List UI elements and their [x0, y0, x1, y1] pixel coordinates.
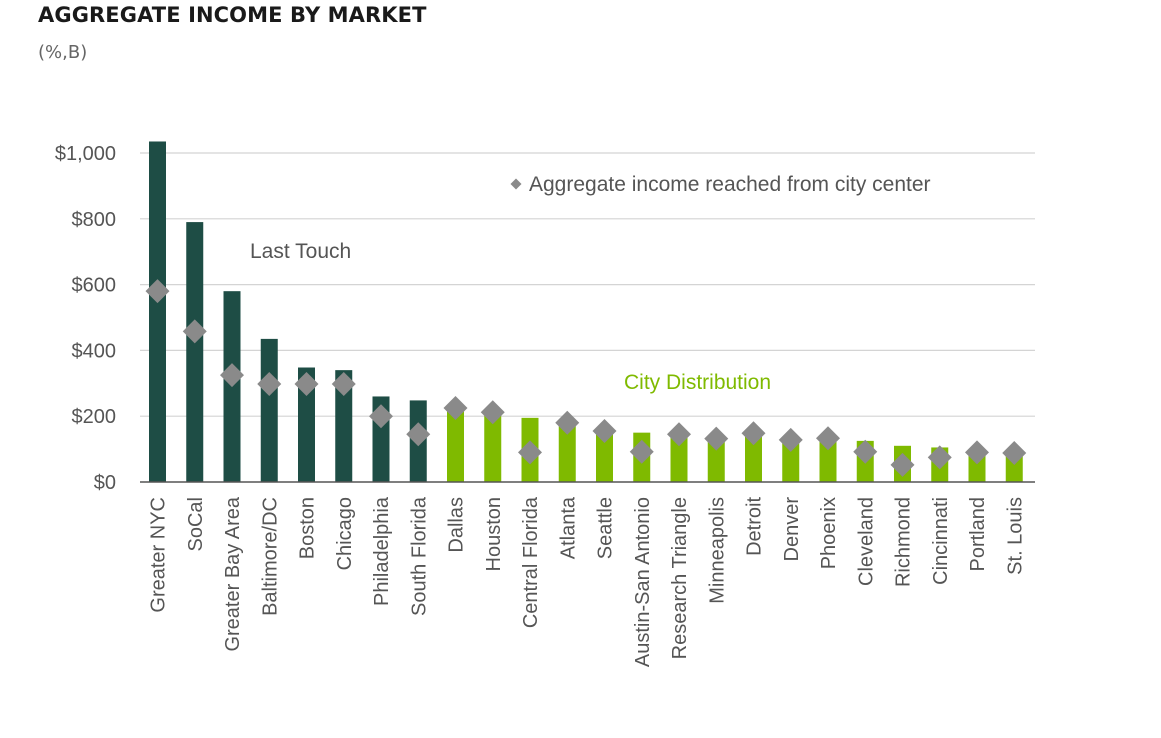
x-axis-labels: Greater NYC SoCal Greater Bay Area Baltimor… — [148, 496, 1027, 667]
data-marker-diamond — [331, 371, 356, 396]
data-marker-diamond — [816, 426, 840, 451]
x-tick-label: Richmond — [893, 497, 915, 587]
y-axis-ticks: $0 $200 $400 $600 $800 $1,000 — [55, 143, 116, 494]
y-tick-label: $400 — [72, 340, 117, 362]
x-tick-label: Austin-San Antonio — [632, 497, 654, 667]
y-tick-label: $800 — [72, 209, 117, 231]
data-marker-diamond — [257, 371, 282, 396]
x-tick-label: Baltimore/DC — [259, 497, 281, 616]
annotation-last-touch: Last Touch — [250, 240, 351, 263]
x-tick-label: Dallas — [446, 497, 468, 553]
data-marker-diamond — [182, 319, 207, 344]
x-tick-label: Central Florida — [520, 496, 542, 628]
x-tick-label: Chicago — [334, 497, 356, 570]
bar — [298, 367, 315, 482]
data-marker-diamond — [480, 400, 505, 425]
x-tick-label: Phoenix — [818, 497, 840, 569]
chart-subtitle: (%,B) — [38, 42, 88, 63]
bar — [670, 433, 688, 482]
bar — [782, 437, 800, 482]
data-marker-diamond — [406, 422, 431, 447]
data-marker-diamond — [667, 422, 691, 447]
legend: Aggregate income reached from city cente… — [510, 173, 931, 196]
bar — [558, 423, 576, 482]
x-tick-label: Atlanta — [557, 496, 579, 559]
x-tick-label: Research Triangle — [669, 497, 691, 659]
bar — [819, 437, 837, 482]
bar — [596, 432, 613, 482]
data-marker-diamond — [443, 395, 468, 420]
bar — [335, 370, 353, 482]
x-tick-label: Seattle — [595, 497, 617, 559]
bar — [745, 436, 762, 482]
data-marker-diamond — [145, 279, 170, 304]
x-tick-label: Detroit — [744, 497, 766, 556]
x-tick-label: Greater NYC — [148, 497, 170, 613]
legend-label: Aggregate income reached from city cente… — [529, 173, 931, 196]
data-marker-diamond — [890, 452, 915, 477]
bar — [484, 414, 502, 482]
y-tick-label: $1,000 — [55, 143, 116, 165]
x-tick-label: Cincinnati — [930, 497, 952, 585]
y-tick-label: $0 — [94, 472, 116, 494]
legend-diamond-marker — [510, 178, 522, 190]
x-tick-label: Cleveland — [855, 497, 877, 586]
x-tick-label: Houston — [483, 497, 505, 572]
x-tick-label: South Florida — [408, 496, 430, 616]
y-tick-label: $200 — [72, 406, 117, 428]
x-tick-label: Boston — [297, 497, 319, 559]
x-tick-label: Denver — [781, 497, 803, 562]
gridlines — [140, 152, 1035, 417]
y-tick-label: $600 — [72, 275, 117, 297]
bar — [447, 411, 464, 482]
x-tick-label: Greater Bay Area — [222, 496, 244, 651]
data-marker-diamond — [369, 404, 393, 429]
bar — [186, 222, 204, 482]
annotation-city-distribution: City Distribution — [624, 371, 771, 394]
data-marker-diamond — [704, 426, 729, 451]
data-marker-diamond — [294, 371, 319, 396]
data-marker-diamond — [965, 440, 989, 465]
x-tick-label: SoCal — [185, 497, 207, 551]
data-marker-diamond — [853, 439, 878, 464]
markers — [145, 279, 1027, 477]
data-marker-diamond — [741, 421, 766, 446]
data-marker-diamond — [1002, 441, 1027, 466]
chart-title: AGGREGATE INCOME BY MARKET — [38, 3, 427, 27]
data-marker-diamond — [778, 427, 803, 452]
data-marker-diamond — [629, 439, 654, 464]
bar — [260, 338, 278, 482]
data-marker-diamond — [220, 363, 244, 388]
data-marker-diamond — [555, 410, 580, 435]
x-tick-label: Portland — [967, 497, 989, 572]
x-tick-label: Philadelphia — [371, 496, 393, 606]
x-tick-label: St. Louis — [1004, 497, 1026, 575]
data-marker-diamond — [518, 440, 542, 465]
bar — [707, 435, 725, 482]
data-marker-diamond — [592, 419, 617, 444]
bars — [149, 141, 1023, 483]
data-marker-diamond — [927, 445, 952, 470]
x-tick-label: Minneapolis — [706, 497, 728, 604]
bar — [149, 141, 166, 483]
